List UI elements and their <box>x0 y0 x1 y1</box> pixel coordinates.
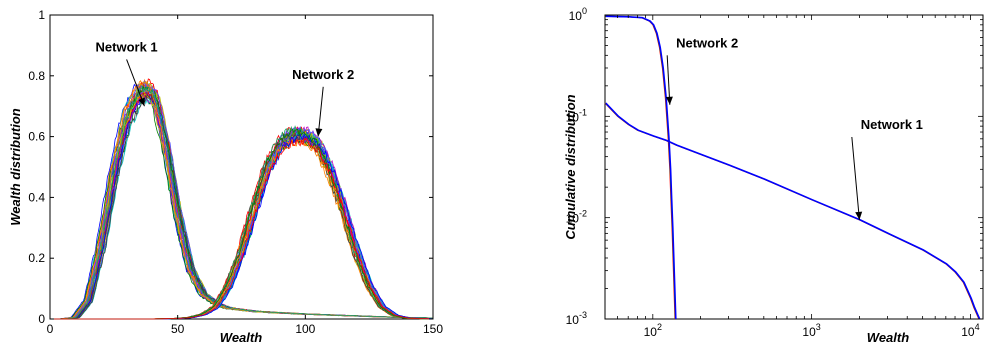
right-x-axis-label: Wealth <box>867 330 909 345</box>
right-series-line <box>605 15 677 320</box>
right-plot-frame <box>604 14 984 320</box>
right-annotation-arrow <box>666 55 671 105</box>
right-annotation-label: Network 2 <box>676 35 738 50</box>
left-x-tick-label: 50 <box>171 322 185 336</box>
left-plot-frame <box>49 14 434 320</box>
left-annotation-arrowhead <box>315 128 323 137</box>
right-series-lines <box>604 15 981 320</box>
left-y-tick-label: 0.6 <box>28 130 45 144</box>
right-series-line <box>604 15 676 320</box>
left-x-tick-label: 0 <box>47 322 54 336</box>
left-annotation-label: Network 1 <box>96 39 158 54</box>
left-y-tick-label: 1 <box>38 8 45 22</box>
left-y-tick-label: 0.4 <box>28 190 45 204</box>
left-annotation-arrow <box>126 59 145 107</box>
left-annotation-label: Network 2 <box>292 67 354 82</box>
left-annotation-arrow <box>317 86 324 137</box>
left-y-tick-label: 0 <box>38 312 45 326</box>
right-annotation-label: Network 1 <box>861 117 923 132</box>
left-series-line <box>50 86 434 320</box>
right-series-line <box>605 102 981 320</box>
left-series-line <box>50 137 434 320</box>
right-series-line <box>605 102 980 320</box>
right-annotation-arrow <box>851 136 860 220</box>
right-y-tick-label: 10-3 <box>566 310 587 327</box>
left-x-tick-label: 100 <box>295 322 315 336</box>
left-y-axis-label: Wealth distribution <box>8 108 23 226</box>
right-x-tick-label: 104 <box>961 322 979 339</box>
left-y-tick-label: 0.2 <box>28 251 45 265</box>
left-annotations: Network 1 Network 2 <box>96 39 354 137</box>
right-annotation-arrowhead <box>665 96 673 105</box>
right-series-line <box>605 15 676 320</box>
left-annotation-arrowhead <box>138 97 145 107</box>
right-annotation-arrowhead <box>855 211 863 220</box>
left-y-tick-label: 0.8 <box>28 69 45 83</box>
right-x-tick-label: 102 <box>644 322 662 339</box>
right-x-tick-label: 103 <box>802 322 820 339</box>
right-y-axis-label: Cumulative distribution <box>563 94 578 239</box>
left-series-lines <box>50 78 434 320</box>
right-annotations: Network 2 Network 1 <box>665 35 923 220</box>
left-x-axis-label: Wealth <box>220 330 262 345</box>
left-x-tick-label: 150 <box>423 322 443 336</box>
left-series-line <box>50 79 433 320</box>
right-series-line <box>604 102 980 320</box>
left-axis-ticks: 0 50 100 150 0 0.2 0.4 0.6 0.8 1 <box>28 8 443 336</box>
right-y-tick-label: 100 <box>569 6 587 23</box>
